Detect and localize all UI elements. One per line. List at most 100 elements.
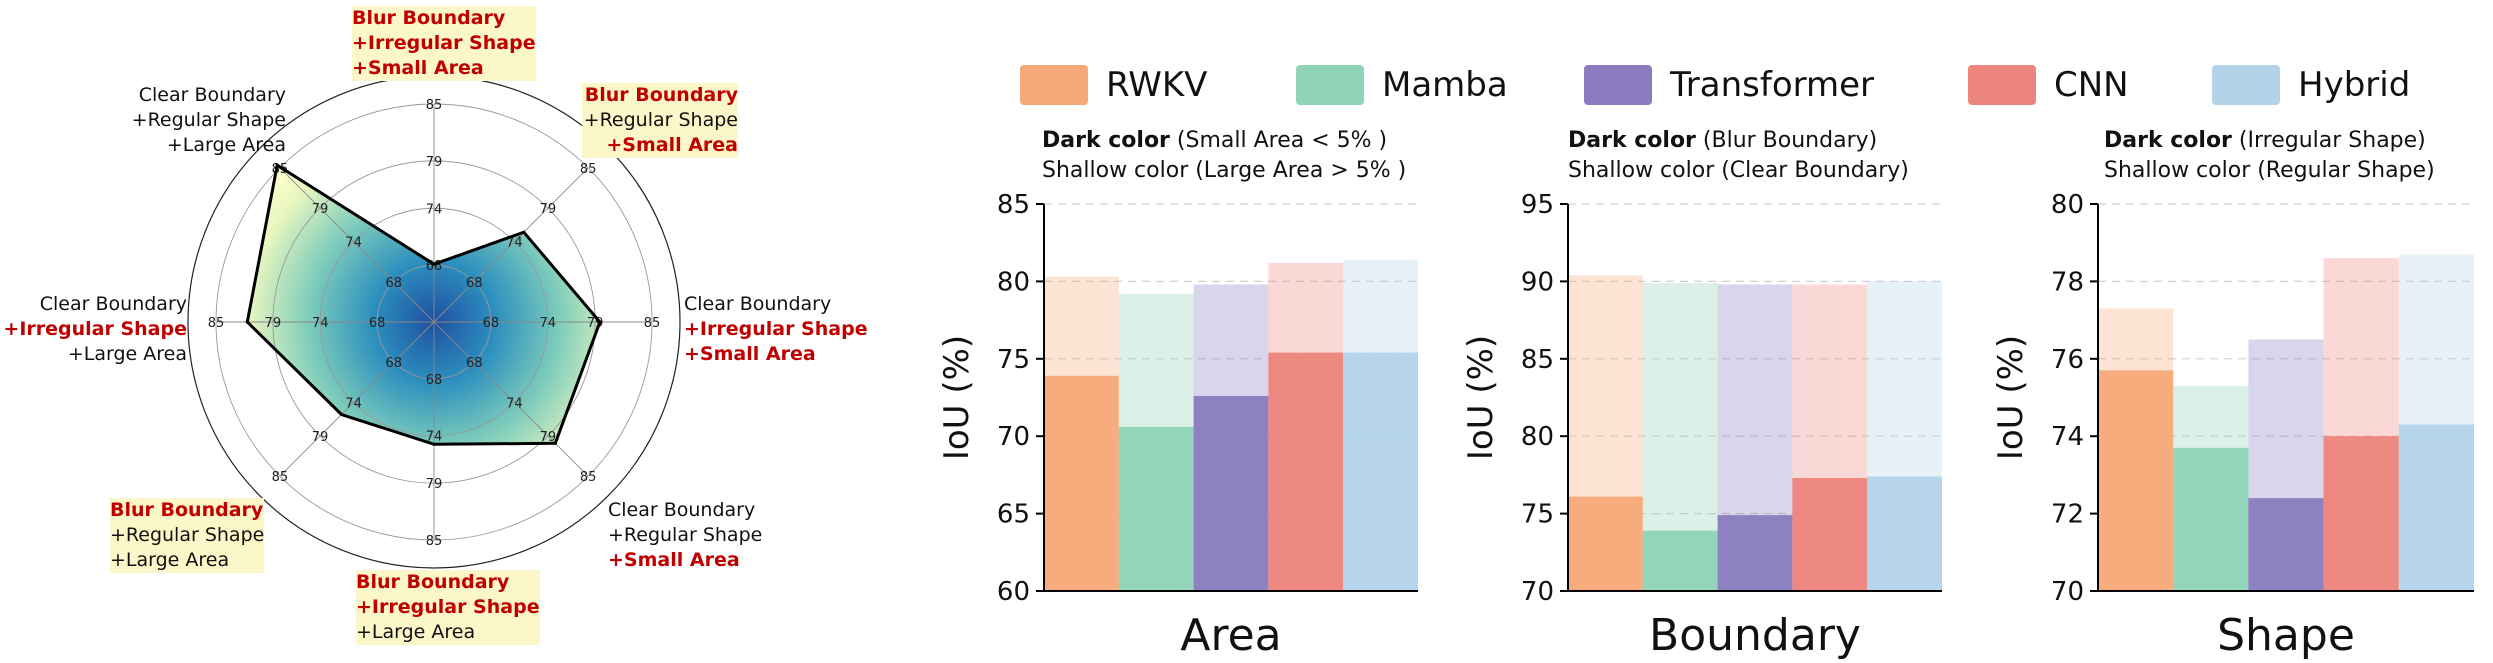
- radar-tick-label: 68: [369, 316, 386, 331]
- radar-tick-label: 68: [466, 356, 483, 371]
- y-tick-label: 80: [2051, 190, 2084, 220]
- radar-axis-label-line: Blur Boundary: [110, 498, 265, 523]
- radar-axis-label-line: +Small Area: [608, 549, 740, 571]
- radar-axis-label: Clear Boundary +Irregular Shape +Small Are…: [684, 292, 868, 367]
- legend-label: Hybrid: [2298, 65, 2411, 105]
- radar-tick-label: 79: [540, 202, 557, 217]
- y-tick-label: 80: [997, 267, 1030, 297]
- bar-dark: [2248, 498, 2324, 591]
- y-tick-label: 80: [1521, 422, 1554, 452]
- legend-item-cnn: CNN: [1968, 62, 2129, 108]
- legend-swatch: [1584, 65, 1652, 105]
- radar-axis-label-line: +Small Area: [582, 133, 738, 158]
- radar-tick-label: 85: [272, 470, 289, 485]
- radar-point: [432, 442, 436, 446]
- y-tick-label: 75: [1521, 500, 1554, 530]
- radar-spoke: [433, 321, 589, 477]
- bar-dark: [1642, 530, 1718, 591]
- note-dark-rest: (Small Area < 5% ): [1169, 128, 1388, 153]
- radar-point: [275, 163, 279, 167]
- note-shallow: Shallow color (Large Area > 5% ): [1042, 158, 1407, 183]
- radar-axis-label-line: +Irregular Shape: [684, 318, 868, 340]
- bar-dark: [1118, 426, 1194, 591]
- radar-axis-label-line: +Large Area: [356, 620, 540, 645]
- radar-tick-label: 68: [483, 316, 500, 331]
- radar-tick-label: 74: [426, 202, 443, 217]
- y-axis-label: IoU (%): [1461, 335, 1501, 460]
- y-tick-label: 70: [997, 422, 1030, 452]
- radar-axis-label-line: +Regular Shape: [582, 108, 738, 133]
- radar-tick-label: 79: [426, 155, 443, 170]
- radar-tick-label: 74: [506, 236, 523, 251]
- radar-axis-label-line: +Small Area: [352, 56, 536, 81]
- radar-axis-label: Blur Boundary +Regular Shape +Small Area: [582, 83, 738, 158]
- radar-tick-label: 74: [539, 316, 556, 331]
- panel-note-boundary: Dark color (Blur Boundary) Shallow color…: [1568, 126, 1909, 186]
- legend-label: Mamba: [1382, 65, 1508, 105]
- radar-tick-label: 74: [312, 316, 329, 331]
- bar-dark: [1867, 476, 1942, 591]
- y-tick-label: 60: [997, 577, 1030, 607]
- y-tick-label: 95: [1521, 190, 1554, 220]
- y-tick-label: 65: [997, 500, 1030, 530]
- bar-dark: [2173, 447, 2249, 591]
- radar-axis-label: Clear Boundary +Regular Shape +Small Area: [608, 498, 762, 573]
- legend-swatch: [1296, 65, 1364, 105]
- radar-tick-label: 85: [580, 162, 597, 177]
- radar-axis-label-line: +Large Area: [67, 343, 187, 365]
- radar-tick-label: 85: [644, 316, 661, 331]
- radar-point: [340, 412, 344, 416]
- radar-axis-label-line: Blur Boundary: [352, 6, 536, 31]
- y-axis-label: IoU (%): [1991, 335, 2031, 460]
- y-tick-label: 76: [2051, 345, 2084, 375]
- radar-spoke: [279, 321, 435, 477]
- radar-tick-label: 85: [580, 470, 597, 485]
- legend-item-mamba: Mamba: [1296, 62, 1508, 108]
- radar-tick-label: 85: [426, 98, 443, 113]
- note-dark-bold: Dark color: [1568, 128, 1696, 153]
- radar-axis-label-line: +Irregular Shape: [3, 318, 187, 340]
- radar-point: [598, 320, 602, 324]
- radar-axis-label-line: +Irregular Shape: [352, 31, 536, 56]
- radar-tick-label: 85: [426, 534, 443, 549]
- radar-axis-label-line: Clear Boundary: [39, 293, 187, 315]
- panel-note-shape: Dark color (Irregular Shape) Shallow col…: [2104, 126, 2435, 186]
- radar-axis-label: Blur Boundary +Regular Shape +Large Area: [110, 498, 265, 573]
- panel-note-area: Dark color (Small Area < 5% ) Shallow co…: [1042, 126, 1406, 186]
- y-axis-label: IoU (%): [937, 335, 977, 460]
- y-tick-label: 85: [1521, 345, 1554, 375]
- bar-dark: [1044, 375, 1119, 591]
- note-dark-bold: Dark color: [2104, 128, 2232, 153]
- y-tick-label: 74: [2051, 422, 2084, 452]
- legend-label: Transformer: [1670, 65, 1875, 105]
- radar-point: [245, 320, 249, 324]
- bar-dark: [1568, 496, 1643, 591]
- radar-axis-label-line: Blur Boundary: [582, 83, 738, 108]
- y-tick-label: 90: [1521, 267, 1554, 297]
- radar-tick-label: 68: [426, 373, 443, 388]
- radar-tick-label: 68: [466, 276, 483, 291]
- bar-dark: [1193, 395, 1269, 591]
- radar-tick-label: 74: [426, 430, 443, 445]
- radar-axis-label-line: +Small Area: [684, 343, 816, 365]
- radar-axis-label-line: +Large Area: [166, 134, 286, 156]
- bar-panel-shape: 70 72 74 76 78 80 IoU (%) Shape: [1991, 190, 2474, 661]
- legend-label: CNN: [2054, 65, 2129, 105]
- bar-dark: [1343, 352, 1418, 591]
- radar-tick-label: 68: [386, 356, 403, 371]
- bar-dark: [1717, 515, 1793, 591]
- radar-tick-label: 79: [312, 202, 329, 217]
- radar-axis-label: Clear Boundary +Irregular Shape +Large Are…: [0, 292, 187, 367]
- radar-axis-label-line: Clear Boundary: [138, 84, 286, 106]
- legend-item-hybrid: Hybrid: [2212, 62, 2410, 108]
- bar-dark: [1268, 352, 1344, 591]
- radar-tick-label: 74: [345, 396, 362, 411]
- y-tick-label: 70: [1521, 577, 1554, 607]
- y-tick-label: 75: [997, 345, 1030, 375]
- bar-dark: [2398, 424, 2474, 591]
- radar-spoke: [279, 167, 435, 323]
- legend-swatch: [1020, 65, 1088, 105]
- radar-tick-label: 74: [506, 396, 523, 411]
- radar-point: [522, 230, 526, 234]
